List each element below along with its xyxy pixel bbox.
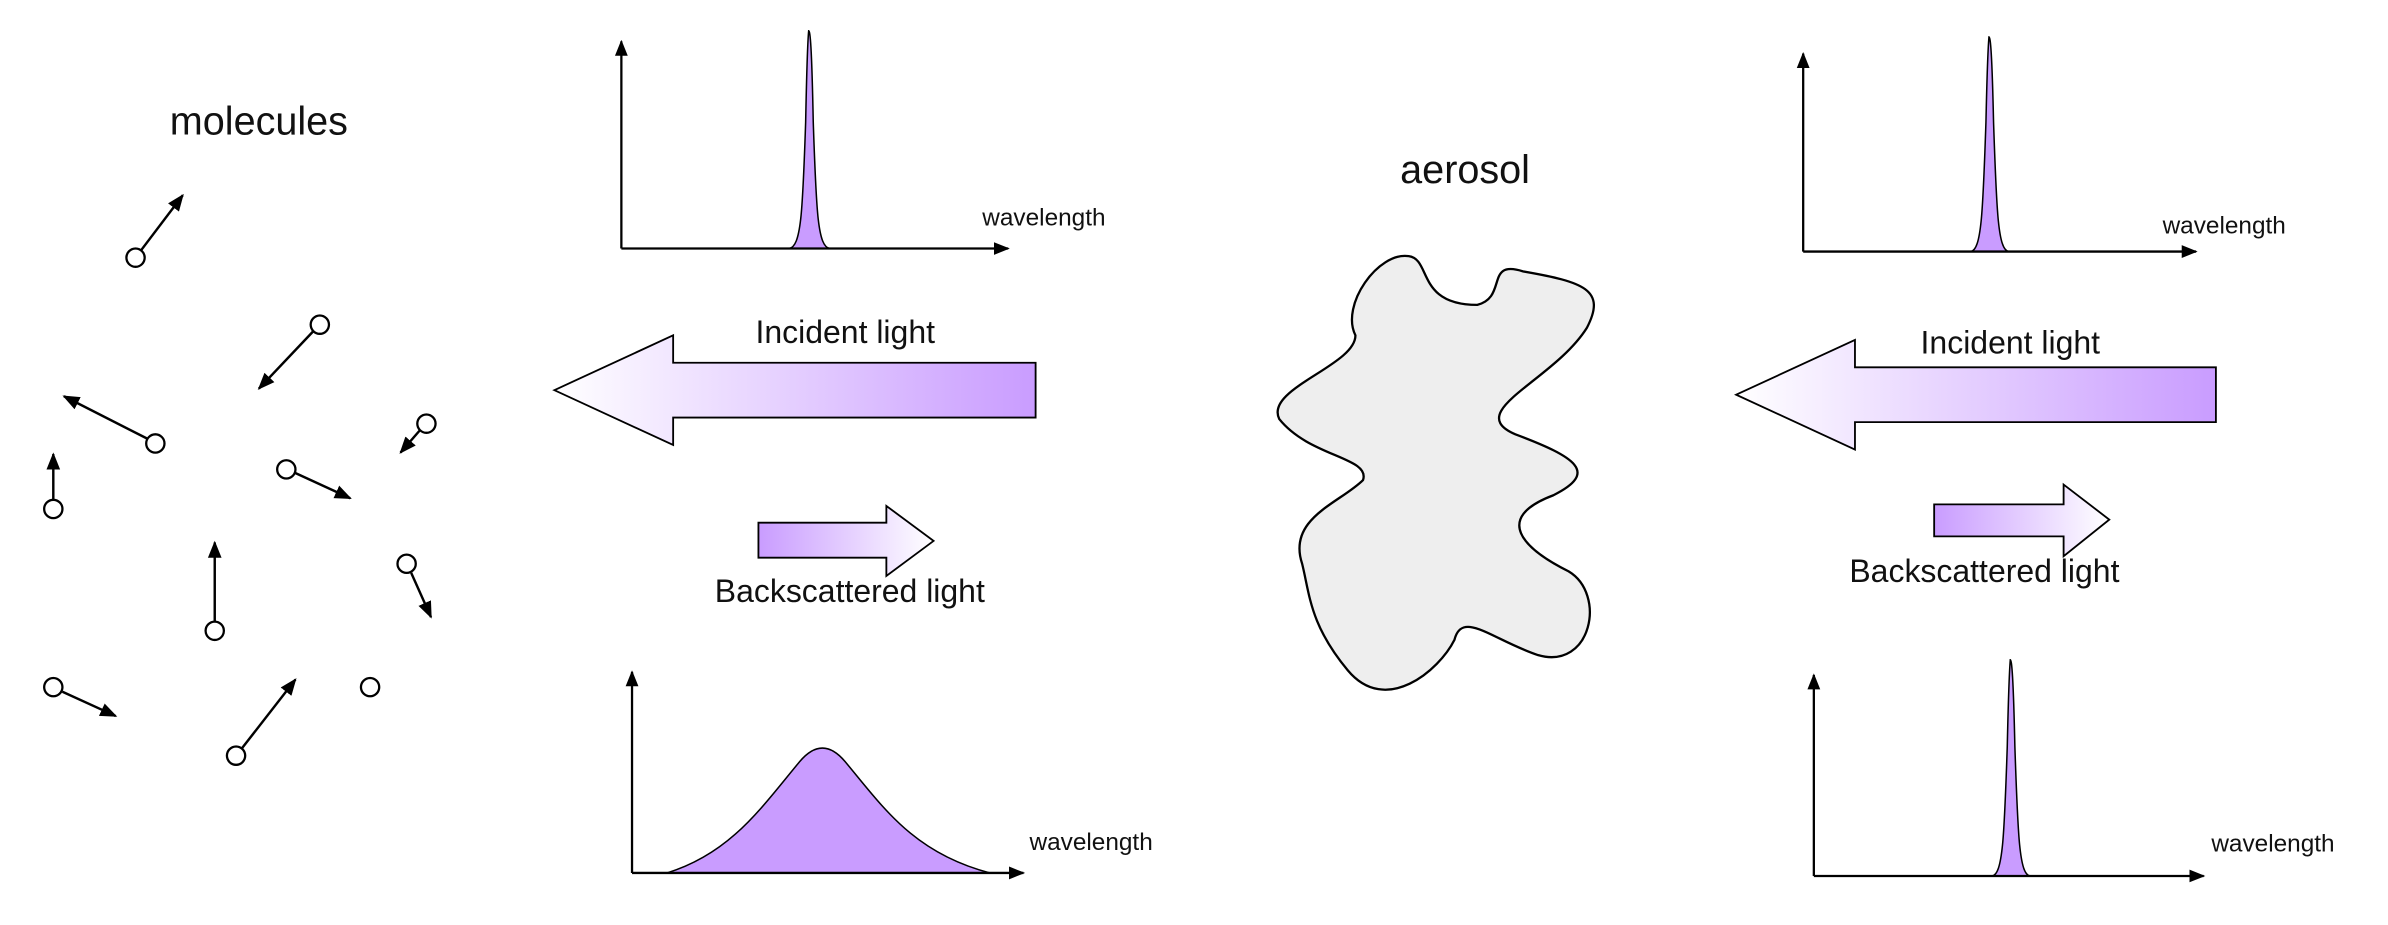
incident-label: Incident light [755, 314, 935, 350]
incident-arrow [1733, 338, 2217, 451]
backscattered-arrow [757, 504, 936, 578]
aerosol-particle [1276, 254, 1595, 691]
spectrum-plot [1807, 658, 2206, 883]
molecules-label: molecules [170, 99, 348, 143]
incident-arrow [552, 333, 1037, 447]
backscattered-label: Backscattered light [1849, 553, 2119, 589]
axis-label: wavelength [981, 205, 1105, 232]
spectrum-plot [625, 670, 1026, 880]
axis-label: wavelength [2162, 212, 2286, 239]
spectrum-plot [1796, 36, 2198, 258]
axis-label: wavelength [2210, 831, 2334, 858]
molecules [43, 193, 437, 766]
aerosol-label: aerosol [1400, 148, 1530, 192]
backscattered-label: Backscattered light [715, 573, 985, 609]
backscattered-arrow [1933, 482, 2111, 559]
axis-label: wavelength [1029, 829, 1153, 856]
spectrum-plot [614, 29, 1010, 255]
incident-label: Incident light [1921, 325, 2101, 361]
